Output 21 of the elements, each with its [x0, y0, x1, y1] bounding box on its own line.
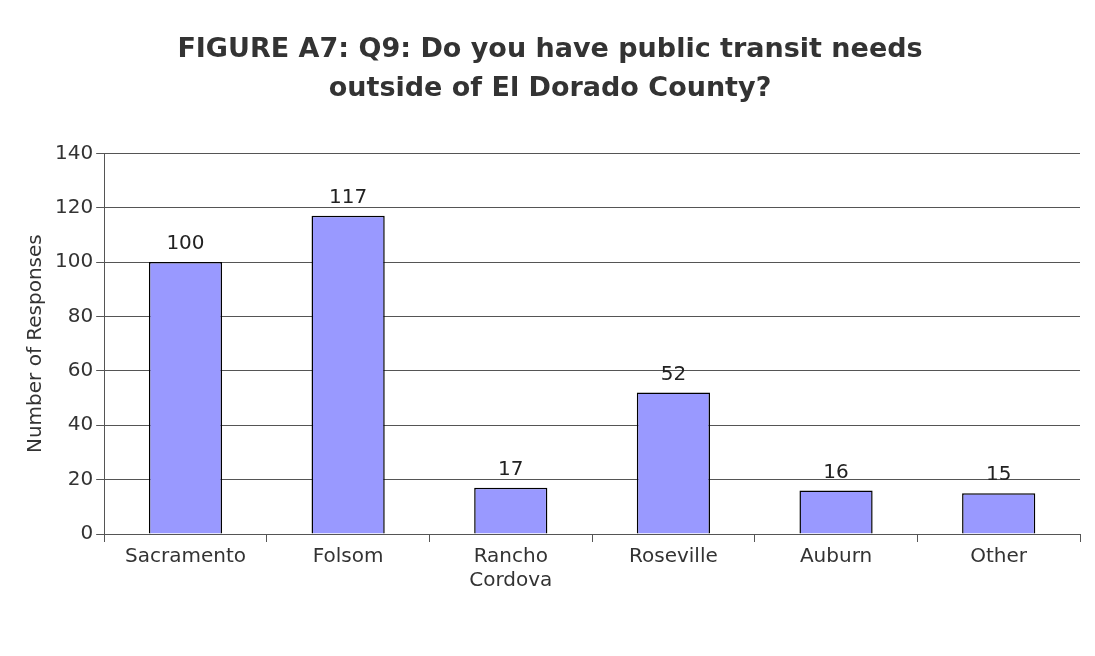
y-axis-title: Number of Responses — [22, 234, 47, 454]
x-tick-label: Rancho Cordova — [469, 543, 553, 592]
x-tick-label: Folsom — [312, 543, 384, 568]
chart-title: FIGURE A7: Q9: Do you have public transit needs outside of El Dorado County? — [177, 31, 923, 102]
y-tick-label: 100 — [54, 248, 94, 273]
x-tick-label: Sacramento — [125, 543, 246, 568]
data-label: 17 — [498, 455, 524, 480]
data-label: 15 — [985, 461, 1012, 486]
y-tick-label: 20 — [67, 465, 94, 490]
y-tick-label: 80 — [67, 302, 94, 327]
y-tick-label: 140 — [54, 139, 94, 164]
x-tick-label: Other — [970, 543, 1028, 568]
data-label: 16 — [823, 458, 849, 483]
y-tick-label: 40 — [67, 411, 94, 436]
y-tick-label: 60 — [67, 357, 94, 382]
data-label: 100 — [166, 230, 205, 255]
x-tick-label: Auburn — [799, 543, 873, 568]
data-label: 117 — [329, 184, 368, 209]
y-tick-label: 0 — [80, 520, 94, 545]
x-tick-label: Roseville — [629, 543, 718, 568]
y-tick-label: 120 — [54, 193, 94, 218]
